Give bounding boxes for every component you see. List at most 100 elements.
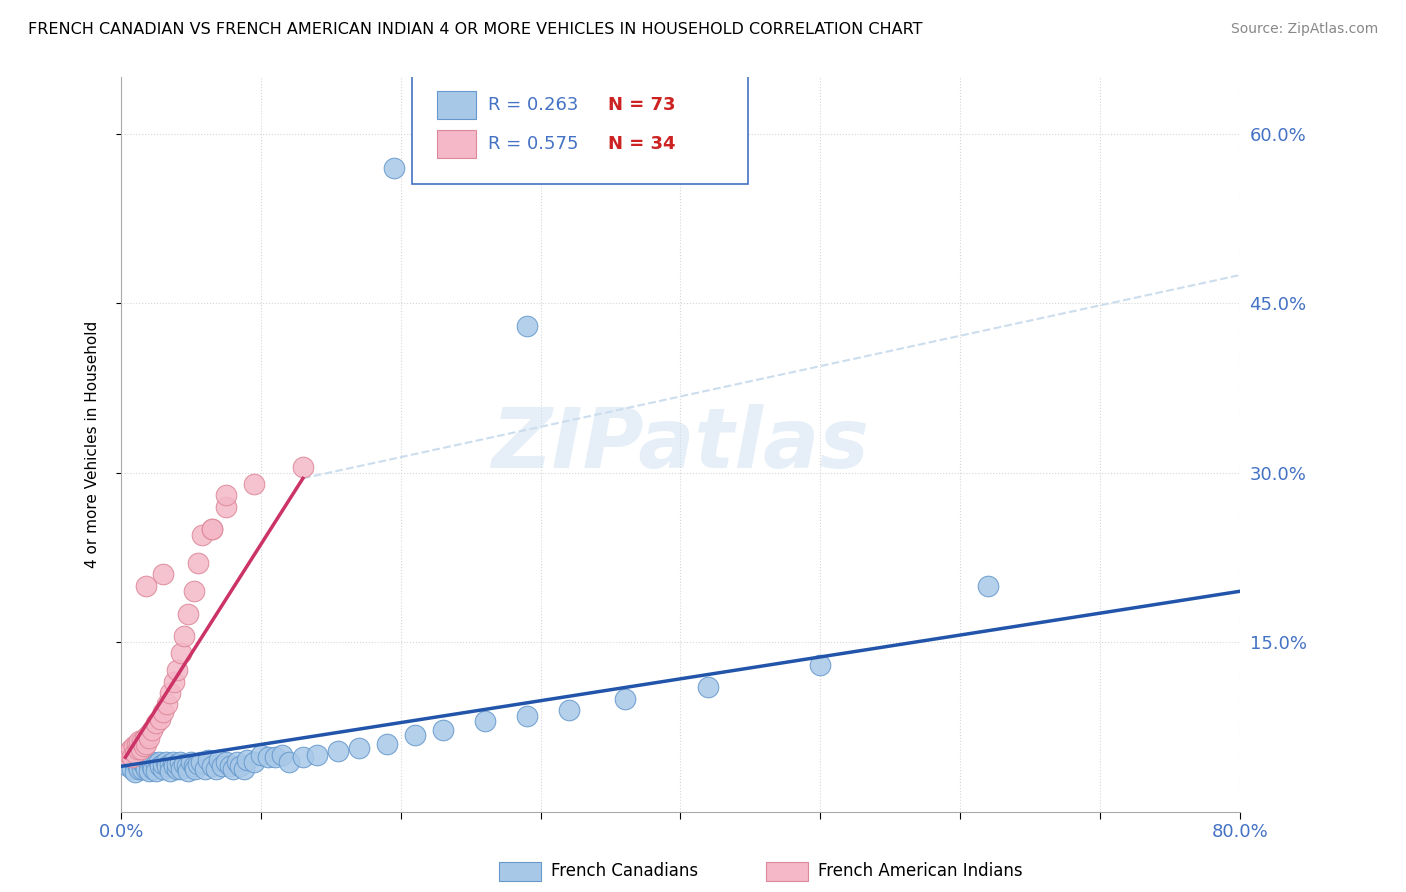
Point — [177, 607, 200, 621]
Point — [134, 731, 156, 745]
Point — [125, 737, 148, 751]
Point — [173, 630, 195, 644]
Point — [173, 757, 195, 772]
Point — [243, 477, 266, 491]
Point — [156, 697, 179, 711]
Point — [145, 764, 167, 778]
Point — [184, 762, 207, 776]
Point — [201, 522, 224, 536]
Point — [152, 567, 174, 582]
Point — [134, 759, 156, 773]
Point — [808, 657, 831, 672]
Point — [474, 714, 496, 728]
Point — [162, 755, 184, 769]
Point — [516, 318, 538, 333]
Point — [128, 734, 150, 748]
Point — [131, 762, 153, 776]
Point — [159, 764, 181, 778]
Point — [145, 757, 167, 772]
Point — [211, 759, 233, 773]
Point — [375, 737, 398, 751]
Point — [243, 755, 266, 769]
Point — [156, 759, 179, 773]
Point — [149, 759, 172, 773]
Point — [141, 759, 163, 773]
Point — [170, 762, 193, 776]
Point — [222, 762, 245, 776]
Point — [163, 674, 186, 689]
Text: FRENCH CANADIAN VS FRENCH AMERICAN INDIAN 4 OR MORE VEHICLES IN HOUSEHOLD CORREL: FRENCH CANADIAN VS FRENCH AMERICAN INDIA… — [28, 22, 922, 37]
Point — [215, 500, 238, 514]
Point — [166, 664, 188, 678]
Point — [264, 750, 287, 764]
Point — [190, 755, 212, 769]
Point — [205, 762, 228, 776]
Point — [183, 759, 205, 773]
Point — [215, 755, 238, 769]
Point — [129, 742, 152, 756]
Point — [127, 742, 149, 756]
Point — [121, 762, 143, 776]
Point — [219, 759, 242, 773]
Point — [128, 762, 150, 776]
Text: N = 73: N = 73 — [607, 96, 675, 114]
Point — [291, 750, 314, 764]
Point — [141, 755, 163, 769]
Point — [120, 742, 142, 756]
Point — [305, 747, 328, 762]
Point — [236, 753, 259, 767]
Point — [197, 753, 219, 767]
Point — [124, 757, 146, 772]
Text: R = 0.575: R = 0.575 — [488, 136, 578, 153]
Point — [152, 762, 174, 776]
Point — [136, 728, 159, 742]
Point — [187, 556, 209, 570]
Point — [208, 753, 231, 767]
Point — [432, 723, 454, 738]
Text: French Canadians: French Canadians — [551, 863, 699, 880]
Point — [141, 723, 163, 738]
Point — [229, 759, 252, 773]
Point — [117, 746, 139, 760]
Point — [152, 757, 174, 772]
Point — [148, 755, 170, 769]
Point — [152, 705, 174, 719]
Point — [271, 747, 294, 762]
Point — [382, 161, 405, 175]
Point — [117, 759, 139, 773]
Point — [124, 764, 146, 779]
Point — [135, 737, 157, 751]
Point — [135, 762, 157, 776]
Point — [183, 584, 205, 599]
Point — [166, 757, 188, 772]
Point — [114, 747, 136, 762]
Point — [291, 460, 314, 475]
Point — [201, 759, 224, 773]
Point — [613, 691, 636, 706]
Point — [138, 764, 160, 778]
Point — [326, 743, 349, 757]
Point — [697, 681, 720, 695]
Text: N = 34: N = 34 — [607, 136, 675, 153]
Point — [131, 734, 153, 748]
Point — [176, 759, 198, 773]
Point — [215, 488, 238, 502]
Point — [166, 762, 188, 776]
Point — [124, 746, 146, 760]
Point — [347, 741, 370, 756]
Point — [187, 757, 209, 772]
Point — [145, 716, 167, 731]
Point — [201, 522, 224, 536]
Point — [233, 762, 256, 776]
Point — [194, 762, 217, 776]
Point — [169, 755, 191, 769]
FancyBboxPatch shape — [437, 91, 475, 120]
Point — [177, 764, 200, 778]
Point — [138, 757, 160, 772]
FancyBboxPatch shape — [437, 130, 475, 158]
Point — [135, 579, 157, 593]
Point — [131, 757, 153, 772]
Point — [138, 731, 160, 745]
Point — [180, 755, 202, 769]
Text: Source: ZipAtlas.com: Source: ZipAtlas.com — [1230, 22, 1378, 37]
